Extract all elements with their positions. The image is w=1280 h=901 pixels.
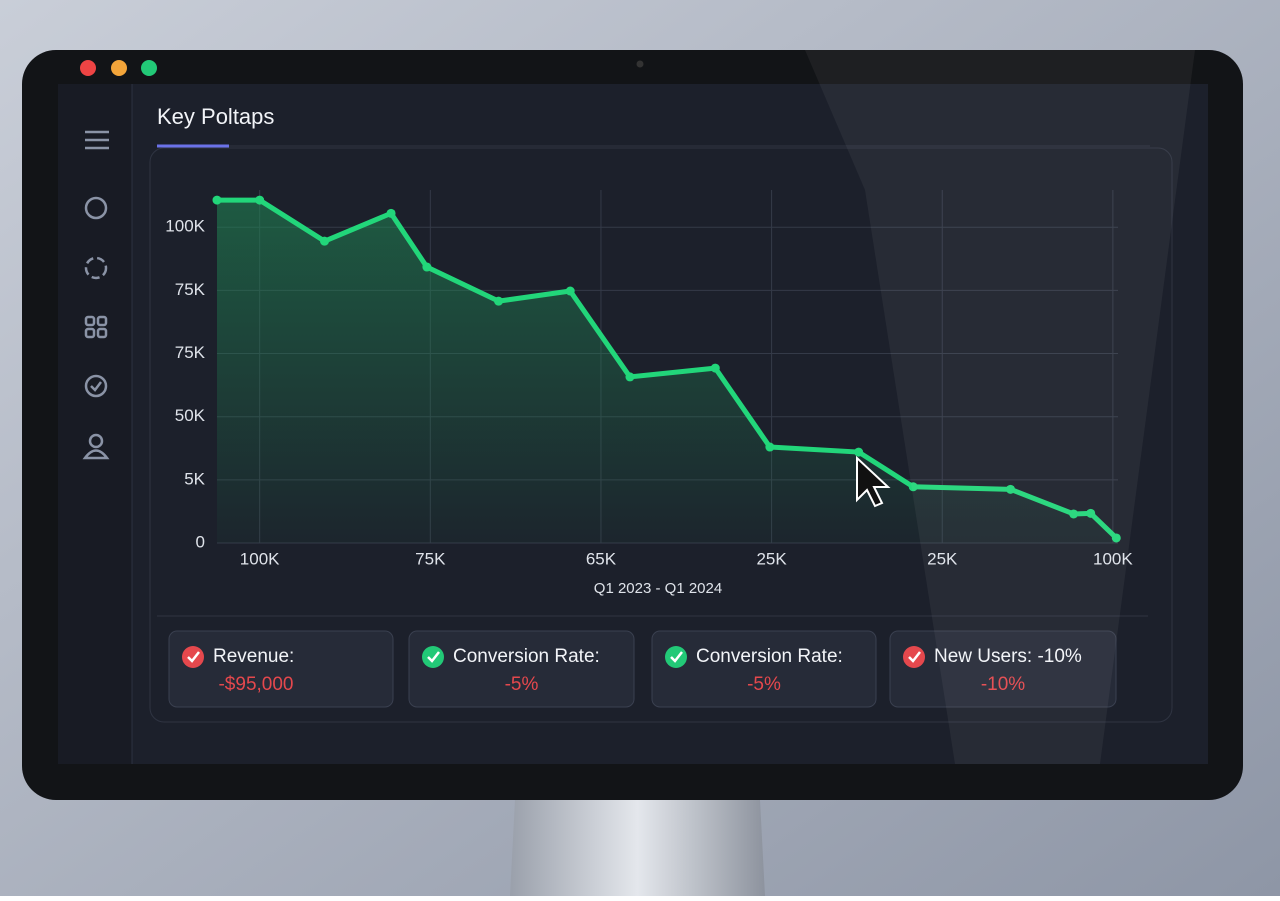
data-point: [1069, 509, 1079, 519]
metric-value: -$95,000: [218, 674, 293, 695]
status-icon: [903, 646, 925, 668]
chart: 0 5K 50K 75K 75K 100K 100K 75K 65K 25K 25K 100K Q1 2…: [165, 190, 1133, 597]
status-check: [670, 651, 683, 663]
x-axis-title: Q1 2023 - Q1 2024: [594, 580, 722, 597]
monitor-stand: [510, 800, 765, 896]
data-point: [255, 195, 265, 205]
x-tick-label: 100K: [240, 549, 280, 568]
status-icon: [182, 646, 204, 668]
line-area: [217, 200, 1117, 543]
window-minimize[interactable]: [111, 60, 127, 76]
metric-value: -5%: [747, 674, 781, 695]
status-check: [427, 651, 440, 663]
metric-card: [889, 630, 1117, 708]
x-tick-label: 65K: [586, 549, 617, 568]
y-tick-label: 50K: [175, 406, 206, 425]
status-icon: [422, 646, 444, 668]
y-tick-label: 75K: [175, 343, 206, 362]
target-icon[interactable]: [84, 256, 108, 280]
y-tick-label: 75K: [175, 280, 206, 299]
status-check: [908, 651, 921, 663]
x-tick-label: 100K: [1093, 549, 1133, 568]
data-point: [1005, 484, 1015, 494]
data-point: [212, 195, 222, 205]
metric-card: [408, 630, 635, 708]
chart-panel: [149, 147, 1173, 723]
screen-reflection: [805, 50, 1195, 764]
data-point: [565, 286, 575, 296]
metric-card: [651, 630, 877, 708]
window-maximize[interactable]: [141, 60, 157, 76]
data-point: [494, 296, 504, 306]
status-check: [187, 651, 200, 663]
metric-card: [168, 630, 394, 708]
data-point: [854, 447, 864, 457]
y-tick-label: 5K: [184, 469, 205, 488]
y-tick-label: 100K: [165, 217, 205, 236]
check-icon[interactable]: [84, 374, 108, 398]
metric-label: Revenue:: [213, 646, 294, 667]
window-close[interactable]: [80, 60, 96, 76]
data-point: [908, 482, 918, 492]
sidebar: [58, 84, 132, 764]
data-point: [1111, 533, 1121, 543]
data-point: [386, 208, 396, 218]
metric-label: New Users: -10%: [934, 646, 1082, 667]
metric-label: Conversion Rate:: [696, 646, 843, 667]
dashboard-icon[interactable]: [84, 196, 108, 220]
data-point: [422, 262, 432, 272]
page-title: Key Poltaps: [157, 104, 274, 129]
metrics: Revenue: -$95,000 Conversion Rate: -5% Conve…: [168, 630, 1117, 708]
camera: [636, 60, 644, 68]
line: [214, 197, 1119, 541]
x-tick-label: 25K: [756, 549, 787, 568]
x-tick-label: 75K: [415, 549, 446, 568]
status-icon: [665, 646, 687, 668]
apps-icon[interactable]: [84, 315, 108, 339]
user-icon[interactable]: [82, 433, 110, 460]
mouse-cursor: [856, 455, 891, 508]
metric-label: Conversion Rate:: [453, 646, 600, 667]
data-point: [765, 442, 775, 452]
menu-icon[interactable]: [85, 130, 109, 150]
sidebar-icons: [82, 130, 110, 460]
data-point: [1086, 508, 1096, 518]
x-tick-label: 25K: [927, 549, 958, 568]
metric-value: -10%: [981, 674, 1025, 695]
data-point: [710, 363, 720, 373]
data-point: [320, 236, 330, 246]
data-point: [625, 372, 635, 382]
metric-value: -5%: [505, 674, 539, 695]
y-tick-label: 0: [196, 532, 205, 551]
